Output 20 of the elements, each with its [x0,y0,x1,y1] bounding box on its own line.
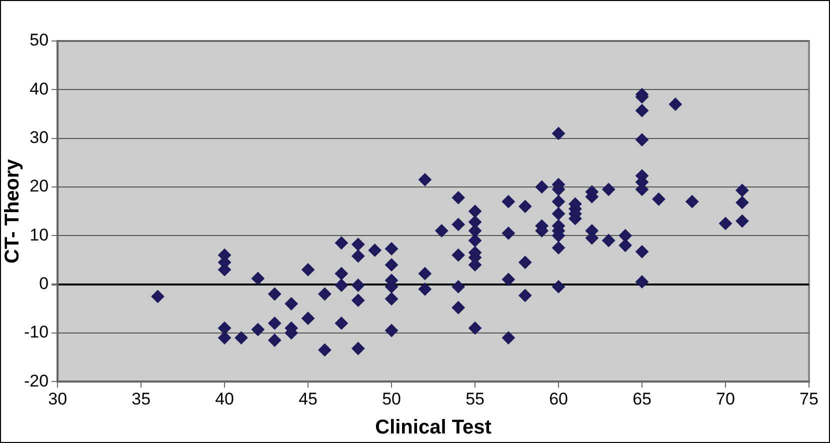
y-tick-label: 0 [39,274,49,293]
y-tick-label: 40 [30,79,49,98]
x-tick-label: 55 [466,389,484,408]
y-tick-label: -10 [24,322,49,342]
y-tick-label: 30 [30,128,49,147]
x-axis-title: Clinical Test [375,416,492,439]
x-tick-label: 60 [549,389,568,408]
x-tick-label: 70 [716,389,735,408]
x-tick-label: 65 [632,389,652,408]
y-tick-label: 20 [30,176,49,196]
x-tick-label: 75 [800,389,818,408]
y-tick-label: 50 [30,30,49,50]
y-tick-label: 10 [30,225,49,244]
x-tick-label: 40 [215,389,234,408]
x-tick-label: 35 [132,389,151,408]
x-tick-label: 45 [298,389,318,408]
y-axis-title: CT- Theory [2,158,24,264]
x-tick-label: 50 [382,389,401,408]
y-tick-label: -20 [24,371,49,390]
x-tick-label: 30 [48,389,68,408]
